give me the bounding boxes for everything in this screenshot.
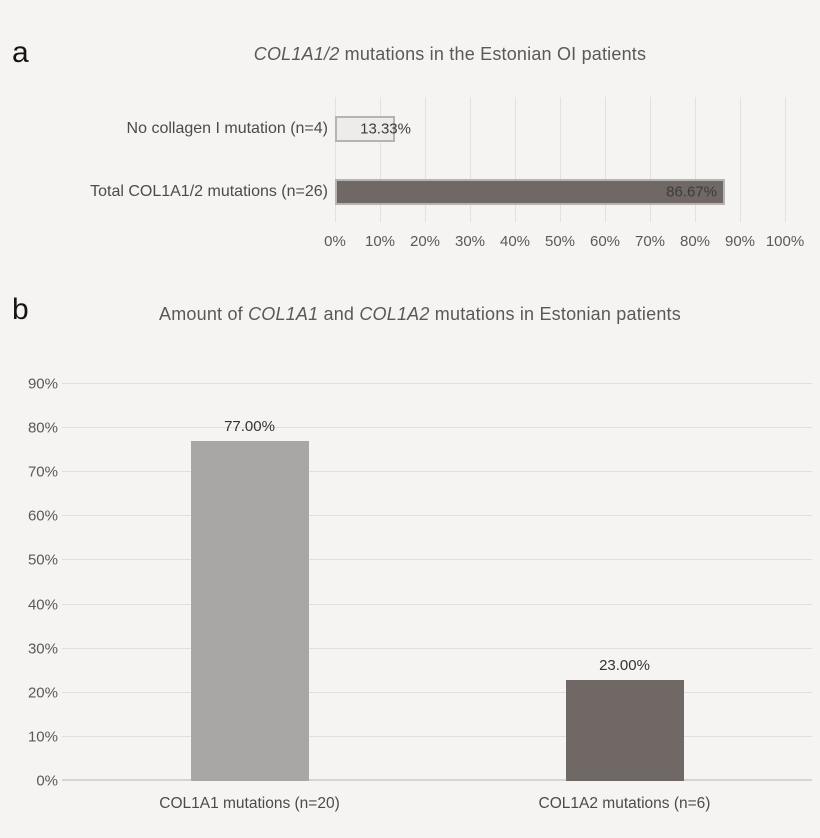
gridline-horizontal (62, 383, 812, 384)
bar-value-label: 23.00% (599, 656, 650, 674)
x-tick-label: 40% (499, 233, 531, 250)
panel-b-title-part: and (318, 304, 360, 324)
gridline-vertical (380, 97, 381, 222)
panel-b-title-part: Amount of (159, 304, 249, 324)
y-tick-label: 80% (27, 419, 58, 437)
x-tick-label: 80% (679, 233, 711, 250)
panel-b-title-part: mutations in Estonian patients (429, 304, 681, 324)
panel-a-title-rest: mutations in the Estonian OI patients (339, 44, 647, 64)
gridline-vertical (515, 97, 516, 222)
x-tick-label: 70% (634, 233, 666, 250)
gridline-vertical (560, 97, 561, 222)
gridline-vertical (695, 97, 696, 222)
x-tick-label: 10% (364, 233, 396, 250)
gridline-vertical (605, 97, 606, 222)
y-tick-label: 90% (27, 375, 58, 393)
panel-b-title-gene1: COL1A1 (248, 304, 319, 324)
y-tick-label: 70% (27, 463, 58, 481)
bar-value-label: 77.00% (224, 418, 275, 436)
category-label: COL1A2 mutations (n=6) (538, 795, 711, 812)
bar (335, 116, 395, 142)
y-tick-label: 10% (27, 728, 58, 746)
gridline-horizontal (62, 559, 812, 561)
gridline-vertical (785, 97, 786, 222)
gridline-horizontal (62, 735, 812, 737)
y-tick-label: 50% (27, 551, 58, 569)
panel-b-title-gene2: COL1A2 (359, 304, 430, 324)
y-tick-label: 20% (27, 684, 58, 702)
panel-b-letter: b (12, 293, 29, 326)
panel-a-x-axis: 0% 10% 20% 30% 40% 50% 60% 70% 80% 90% 100% (324, 233, 804, 253)
category-label: No collagen I mutation (n=4) (126, 120, 328, 137)
panel-a-plot: 13.33% 86.67% (335, 97, 786, 222)
x-tick-label: 60% (589, 233, 621, 250)
gridline-horizontal (62, 471, 812, 473)
gridline-horizontal (62, 427, 812, 429)
category-label: Total COL1A1/2 mutations (n=26) (90, 183, 328, 200)
bar (335, 179, 725, 205)
gridline-horizontal (62, 647, 812, 649)
gridline-vertical (425, 97, 426, 222)
y-tick-label: 30% (27, 640, 58, 658)
x-tick-label: 50% (544, 233, 576, 250)
bar-value-label: 13.33% (360, 120, 411, 138)
x-tick-label: 100% (765, 233, 805, 250)
bar (190, 441, 309, 781)
panel-a-letter: a (12, 36, 29, 69)
gridline-vertical (650, 97, 651, 222)
y-tick-label: 60% (27, 507, 58, 525)
x-tick-label: 20% (409, 233, 441, 250)
category-label: COL1A1 mutations (n=20) (159, 795, 340, 812)
bar-value-label: 86.67% (666, 183, 717, 201)
gridline-horizontal (62, 603, 812, 605)
gridline-vertical (335, 97, 336, 222)
y-tick-label: 40% (27, 596, 58, 614)
panel-b-title: Amount of COL1A1 and COL1A2 mutations in… (110, 300, 730, 330)
y-tick-label: 0% (36, 772, 58, 790)
gridline-horizontal (62, 691, 812, 693)
x-tick-label: 30% (454, 233, 486, 250)
panel-b-plot: 77.00% 23.00% (62, 383, 812, 781)
gridline-vertical (740, 97, 741, 222)
panel-a-title: COL1A1/2 mutations in the Estonian OI pa… (110, 44, 790, 65)
gridline-vertical (470, 97, 471, 222)
bar (565, 679, 684, 781)
gridline-horizontal (62, 515, 812, 517)
x-tick-label: 90% (724, 233, 756, 250)
gridline-horizontal (62, 779, 812, 781)
x-tick-label: 0% (324, 233, 346, 250)
panel-a-title-gene: COL1A1/2 (253, 44, 340, 64)
